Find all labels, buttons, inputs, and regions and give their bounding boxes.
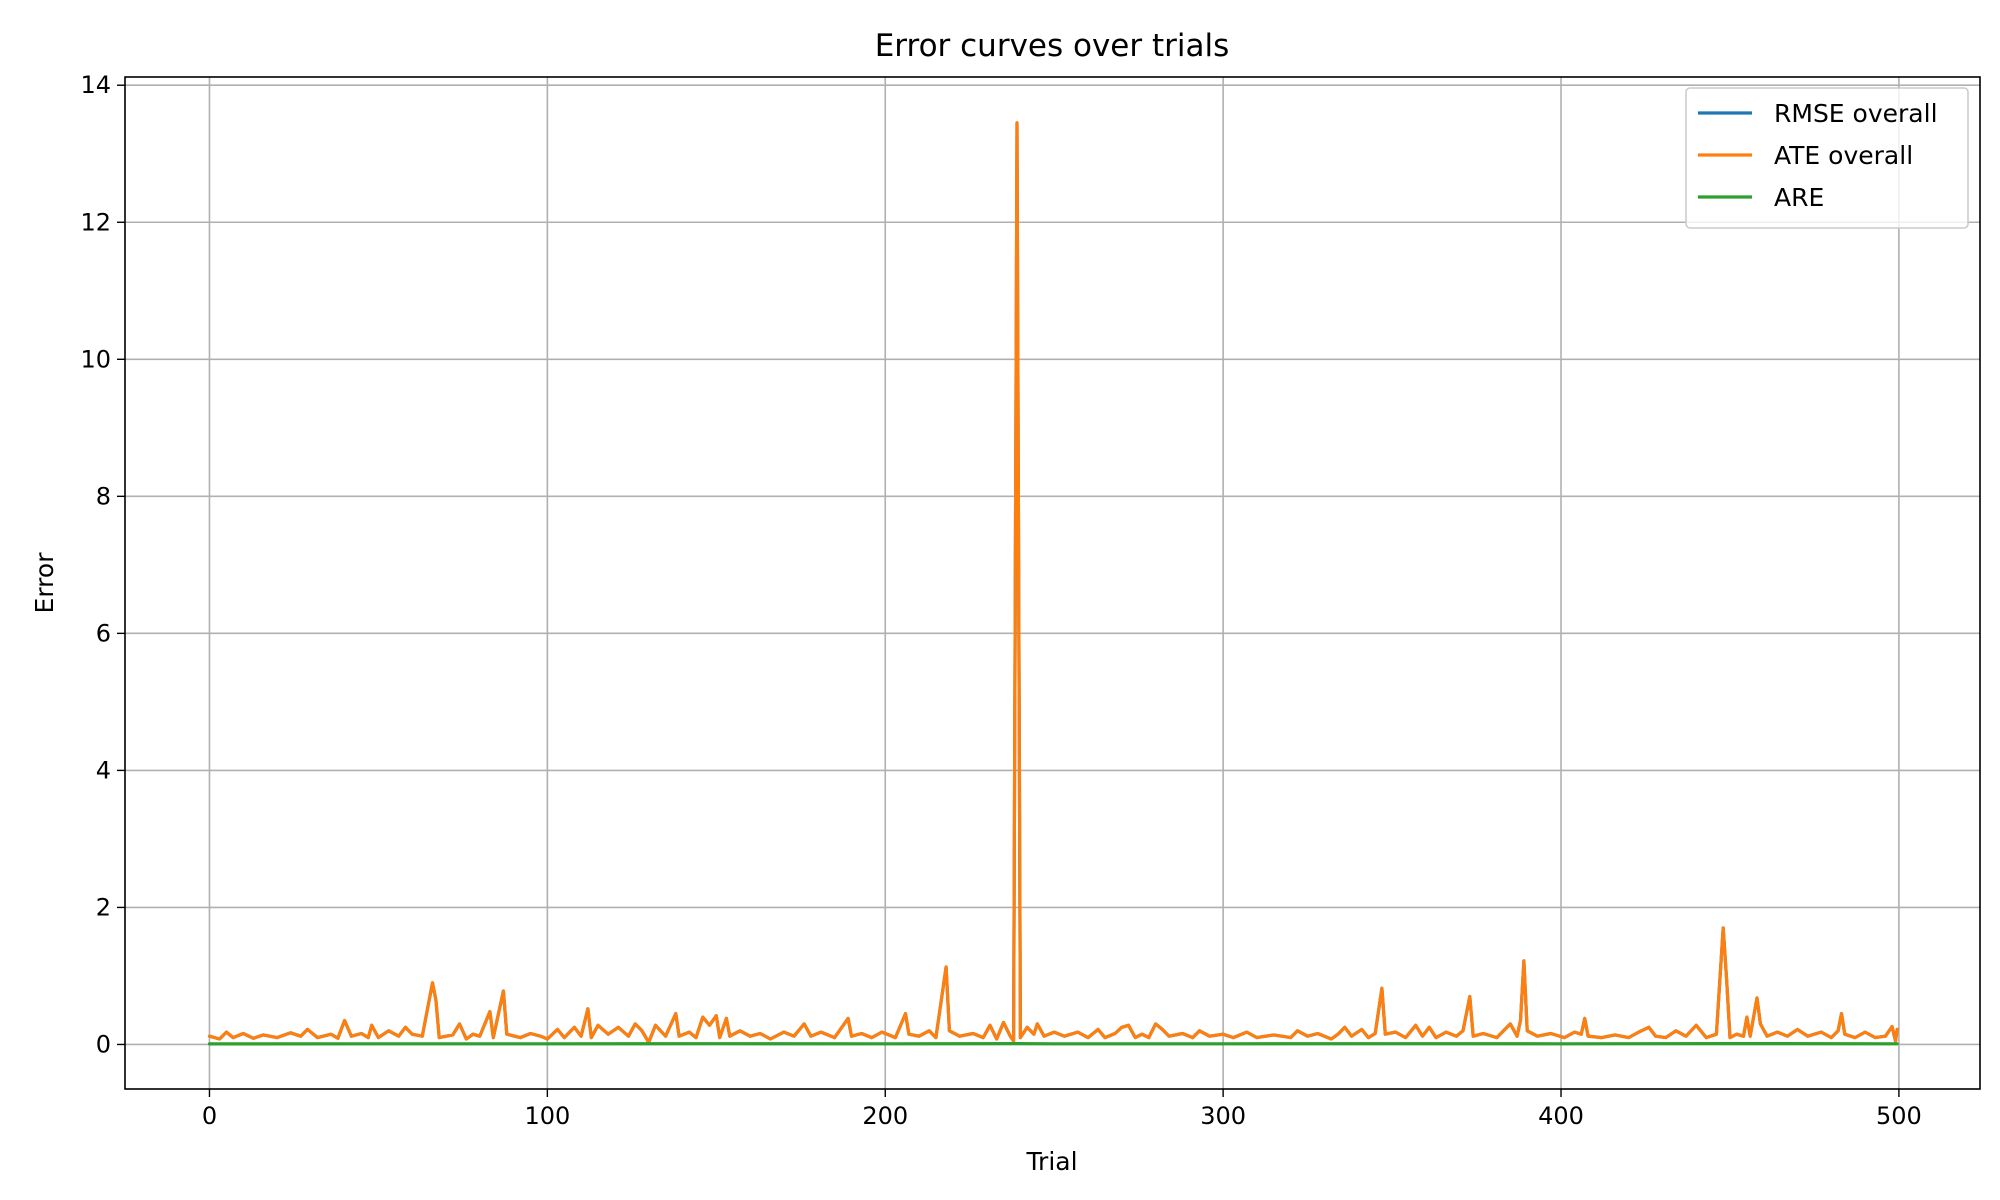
legend-label-are: ARE [1774, 183, 1824, 212]
axis-ticks: 0 100 200 300 400 500 0 2 4 6 8 10 12 14 [80, 71, 1921, 1130]
legend-label-ate-overall: ATE overall [1774, 141, 1913, 170]
y-tick-label: 4 [96, 756, 111, 784]
legend-box [1685, 87, 1969, 229]
plot-series [207, 121, 1899, 1046]
x-tick-label: 400 [1538, 1102, 1584, 1130]
x-tick-label: 0 [202, 1102, 217, 1130]
y-tick-label: 12 [80, 208, 111, 236]
grid [125, 77, 1980, 1089]
x-tick-label: 300 [1200, 1102, 1246, 1130]
x-tick-label: 100 [524, 1102, 570, 1130]
legend-label-rmse-overall: RMSE overall [1774, 99, 1938, 128]
y-tick-label: 8 [96, 482, 111, 510]
y-tick-label: 0 [96, 1030, 111, 1058]
y-tick-label: 2 [96, 893, 111, 921]
x-tick-label: 500 [1876, 1102, 1922, 1130]
y-tick-label: 14 [80, 71, 111, 99]
x-tick-label: 200 [862, 1102, 908, 1130]
series-line-ate-overall [207, 121, 1899, 1044]
y-tick-label: 6 [96, 619, 111, 647]
chart-title: Error curves over trials [875, 28, 1230, 64]
y-tick-label: 10 [80, 345, 111, 373]
y-axis-label: Error [30, 552, 59, 614]
legend: RMSE overall ATE overall ARE [1685, 87, 1969, 229]
axes-frame [124, 76, 1981, 1090]
x-axis-label: Trial [1025, 1147, 1077, 1176]
